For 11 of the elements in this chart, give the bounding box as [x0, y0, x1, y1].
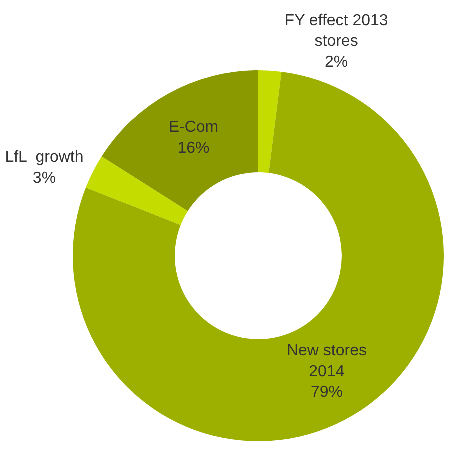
slice-label: New stores 2014 — [286, 342, 367, 380]
data-label: 3% — [32, 170, 56, 187]
data-label: 16% — [178, 140, 210, 158]
donut-slice — [86, 156, 188, 226]
slice-label: LfL growth — [5, 148, 84, 166]
donut-slice — [258, 70, 282, 174]
donut-slice — [102, 70, 258, 212]
data-label: 79% — [310, 384, 343, 402]
data-label: 2% — [324, 54, 348, 71]
slice-label: FY effect 2013 stores — [284, 12, 388, 50]
slice-label: E-Com — [168, 119, 219, 136]
